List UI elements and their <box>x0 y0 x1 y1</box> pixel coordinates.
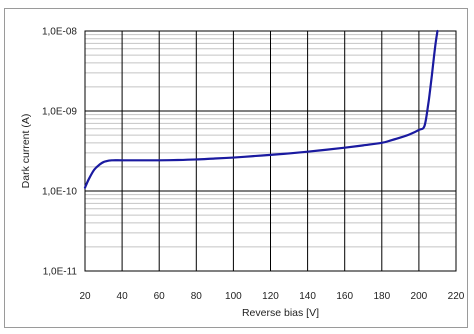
chart-frame: 1,0E-08 1,0E-09 1,0E-10 1,0E-11 20 40 60 80 100… <box>4 8 468 328</box>
x-tick-label: 200 <box>411 291 428 302</box>
x-tick-label: 220 <box>448 291 465 302</box>
x-tick-label: 60 <box>154 291 166 302</box>
x-tick-label: 160 <box>336 291 353 302</box>
y-tick-label: 1,0E-09 <box>42 107 77 118</box>
major-gridlines <box>84 30 457 272</box>
series-line <box>83 29 439 189</box>
dark-current-chart: 1,0E-08 1,0E-09 1,0E-10 1,0E-11 20 40 60 80 100… <box>20 27 465 320</box>
y-axis-title: Dark current (A) <box>20 114 32 189</box>
x-tick-label: 140 <box>299 291 316 302</box>
x-tick-label: 100 <box>225 291 242 302</box>
x-tick-label: 120 <box>262 291 279 302</box>
y-tick-labels: 1,0E-08 1,0E-09 1,0E-10 1,0E-11 <box>42 27 77 278</box>
x-tick-label: 40 <box>117 291 129 302</box>
x-axis-title: Reverse bias [V] <box>242 307 319 319</box>
x-tick-label: 20 <box>79 291 91 302</box>
y-tick-label: 1,0E-08 <box>42 27 77 38</box>
x-tick-label: 80 <box>191 291 203 302</box>
y-tick-label: 1,0E-10 <box>42 187 77 198</box>
plot-area-border <box>84 30 457 272</box>
x-tick-label: 180 <box>373 291 390 302</box>
y-tick-label: 1,0E-11 <box>43 267 78 278</box>
x-tick-labels: 20 40 60 80 100 120 140 160 180 200 220 <box>79 291 464 302</box>
